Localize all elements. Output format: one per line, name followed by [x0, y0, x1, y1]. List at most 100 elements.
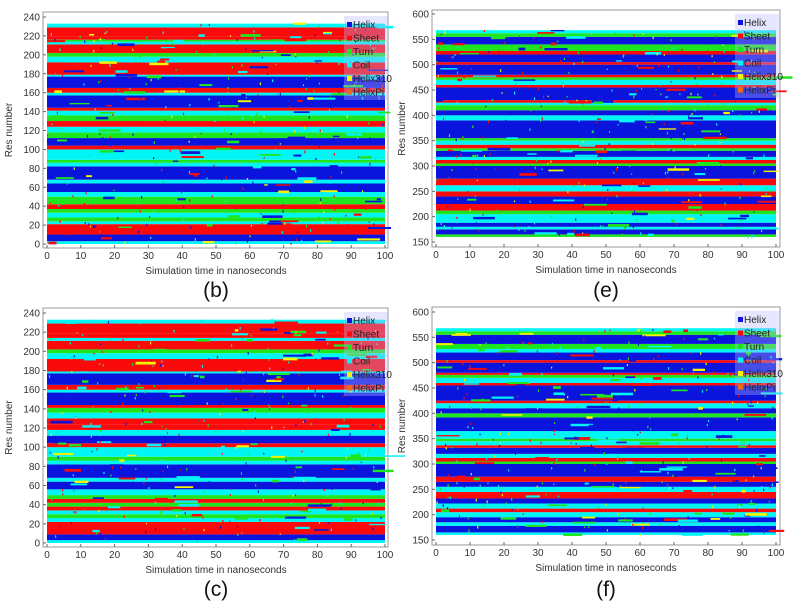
- state-speck: [753, 490, 755, 492]
- state-speck: [238, 129, 240, 132]
- state-speck: [175, 69, 177, 71]
- state-speck: [533, 97, 536, 101]
- state-speck: [687, 516, 689, 518]
- state-speck: [218, 105, 239, 108]
- state-speck: [634, 388, 636, 392]
- state-speck: [154, 528, 157, 531]
- state-speck: [71, 370, 73, 373]
- y-axis-label: Res number: [397, 101, 408, 156]
- state-speck: [284, 222, 286, 225]
- state-speck: [552, 67, 554, 71]
- state-speck: [444, 109, 446, 112]
- state-speck: [713, 61, 716, 64]
- state-speck: [193, 175, 198, 177]
- state-speck: [191, 513, 203, 517]
- state-speck: [452, 56, 454, 59]
- legend-swatch-helix: [347, 22, 352, 27]
- state-speck: [681, 368, 683, 371]
- state-speck: [667, 109, 669, 113]
- state-speck: [436, 435, 460, 437]
- state-speck: [768, 529, 785, 532]
- state-speck: [315, 158, 317, 161]
- state-speck: [308, 116, 310, 119]
- state-speck: [583, 184, 586, 187]
- state-speck: [760, 467, 762, 470]
- state-speck: [192, 122, 194, 125]
- state-speck: [682, 137, 684, 139]
- state-speck: [537, 389, 540, 392]
- state-speck: [72, 474, 74, 477]
- state-speck: [457, 46, 459, 49]
- state-speck: [674, 166, 676, 169]
- band-helix: [436, 408, 776, 414]
- state-speck: [611, 212, 613, 214]
- state-speck: [673, 150, 675, 152]
- state-speck: [576, 187, 578, 190]
- state-speck: [224, 399, 229, 403]
- state-speck: [748, 405, 754, 407]
- state-speck: [570, 442, 572, 444]
- state-speck: [249, 186, 252, 189]
- state-speck: [469, 208, 471, 212]
- band-helix: [47, 76, 385, 88]
- state-speck: [604, 147, 606, 150]
- state-speck: [349, 454, 361, 458]
- state-speck: [449, 469, 469, 472]
- state-speck: [65, 321, 77, 324]
- legend-swatch-helixpi: [738, 384, 743, 390]
- state-speck: [155, 161, 157, 165]
- state-speck: [765, 193, 767, 195]
- y-tick-label: 400: [412, 409, 429, 420]
- state-speck: [700, 351, 702, 355]
- state-speck: [745, 157, 753, 160]
- state-speck: [583, 104, 585, 106]
- state-speck: [641, 526, 644, 530]
- state-speck: [318, 215, 320, 219]
- state-speck: [695, 83, 698, 85]
- state-speck: [84, 358, 96, 361]
- state-speck: [457, 198, 459, 201]
- state-speck: [307, 504, 331, 507]
- state-speck: [498, 50, 500, 54]
- state-speck: [553, 483, 555, 486]
- state-speck: [509, 372, 522, 376]
- state-speck: [279, 533, 281, 535]
- state-speck: [542, 95, 545, 99]
- state-speck: [303, 353, 314, 357]
- state-speck: [349, 472, 352, 474]
- state-speck: [558, 173, 564, 175]
- state-speck: [126, 454, 137, 457]
- state-speck: [295, 458, 297, 462]
- state-speck: [90, 422, 92, 426]
- state-speck: [463, 422, 465, 424]
- state-speck: [771, 467, 778, 469]
- state-speck: [272, 320, 274, 323]
- state-speck: [57, 442, 67, 445]
- state-speck: [506, 137, 519, 140]
- state-speck: [183, 205, 185, 209]
- state-speck: [365, 355, 378, 359]
- band-turn: [47, 209, 385, 213]
- state-speck: [271, 79, 274, 83]
- state-speck: [245, 48, 247, 51]
- state-speck: [246, 396, 248, 400]
- state-speck: [327, 433, 329, 436]
- state-speck: [173, 330, 175, 333]
- state-speck: [320, 198, 322, 201]
- state-speck: [76, 331, 78, 334]
- state-speck: [711, 493, 713, 496]
- band-turn: [47, 514, 385, 519]
- state-speck: [696, 161, 720, 165]
- state-speck: [184, 511, 186, 515]
- state-speck: [603, 367, 625, 370]
- state-speck: [242, 117, 244, 120]
- state-speck: [683, 337, 685, 340]
- state-speck: [121, 163, 130, 166]
- state-speck: [500, 171, 503, 175]
- state-speck: [308, 508, 327, 512]
- state-speck: [194, 238, 196, 241]
- state-speck: [172, 442, 175, 445]
- state-speck: [723, 111, 730, 115]
- state-speck: [73, 167, 75, 170]
- state-speck: [564, 437, 579, 440]
